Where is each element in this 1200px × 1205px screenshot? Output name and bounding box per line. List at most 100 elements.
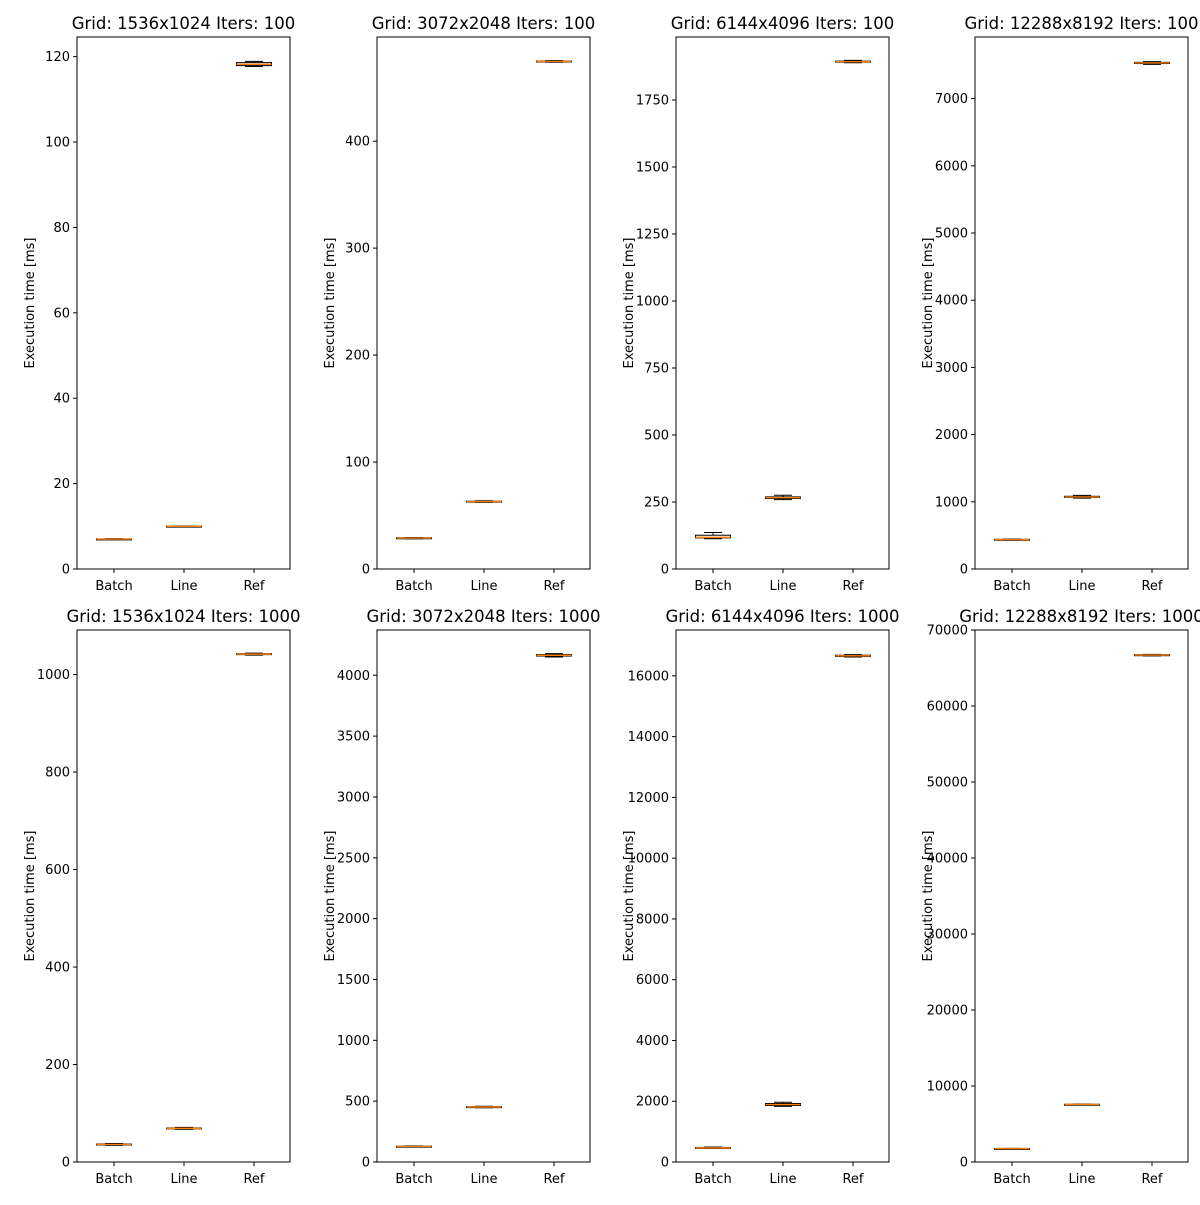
y-tick-label: 20 [53, 477, 70, 492]
subplot-title: Grid: 12288x8192 Iters: 100 [964, 14, 1198, 33]
y-tick-label: 500 [345, 1095, 370, 1110]
y-tick-label: 2500 [337, 851, 370, 866]
y-axis-label: Execution time [ms] [622, 830, 637, 961]
y-tick-label: 1500 [337, 973, 370, 988]
y-tick-label: 200 [45, 1058, 70, 1073]
box-batch [994, 1147, 1030, 1150]
x-tick-label: Batch [95, 1172, 132, 1187]
axes-frame [974, 629, 1189, 1163]
x-tick-label: Ref [243, 579, 264, 594]
y-tick-label: 6000 [636, 973, 669, 988]
y-tick-label: 0 [362, 1156, 370, 1171]
y-tick-label: 50000 [927, 776, 968, 791]
y-axis-label: Execution time [ms] [323, 237, 338, 368]
x-tick-label: Batch [95, 579, 132, 594]
box-batch [396, 536, 432, 540]
subplot-title: Grid: 12288x8192 Iters: 1000 [959, 607, 1200, 626]
y-tick-label: 3000 [337, 790, 370, 805]
box-batch [695, 1146, 731, 1149]
box-ref [536, 60, 572, 63]
y-axis-label: Execution time [ms] [622, 237, 637, 368]
subplot-1: Grid: 1536x1024 Iters: 100 0 20 40 60 80 100 12… [23, 14, 295, 594]
box-ref [835, 654, 871, 658]
y-tick-label: 4000 [935, 294, 968, 309]
subplot-title: Grid: 1536x1024 Iters: 100 [72, 14, 296, 33]
y-tick-label: 1250 [636, 227, 669, 242]
subplot-6: Grid: 3072x2048 Iters: 1000 0 500 1000 1500 2… [323, 607, 601, 1187]
y-tick-label: 2000 [337, 912, 370, 927]
subplot-2: Grid: 3072x2048 Iters: 100 0 100 200 300 400 B… [323, 14, 595, 594]
y-tick-label: 7000 [935, 92, 968, 107]
x-tick-label: Ref [842, 579, 863, 594]
y-tick-label: 8000 [636, 912, 669, 927]
x-tick-label: Batch [993, 1172, 1030, 1187]
x-tick-label: Line [769, 579, 796, 594]
x-tick-label: Ref [543, 1172, 564, 1187]
subplot-5: Grid: 1536x1024 Iters: 1000 0 200 400 600 800… [23, 607, 301, 1187]
y-tick-label: 30000 [927, 928, 968, 943]
y-tick-label: 400 [345, 135, 370, 150]
y-tick-label: 300 [345, 242, 370, 257]
x-tick-label: Batch [993, 579, 1030, 594]
x-tick-label: Ref [1141, 1172, 1162, 1187]
y-tick-label: 16000 [628, 669, 669, 684]
axes-frame [675, 629, 890, 1163]
box-line [1064, 494, 1100, 499]
axes-frame [76, 36, 291, 570]
y-tick-label: 500 [644, 428, 669, 443]
y-tick-label: 0 [960, 563, 968, 578]
y-tick-label: 0 [661, 563, 669, 578]
subplot-3: Grid: 6144x4096 Iters: 100 0 250 500 750 1000… [622, 14, 894, 594]
x-tick-label: Batch [395, 579, 432, 594]
subplot-title: Grid: 3072x2048 Iters: 1000 [366, 607, 600, 626]
y-tick-label: 14000 [628, 730, 669, 745]
y-tick-label: 60000 [927, 700, 968, 715]
y-axis-label: Execution time [ms] [23, 830, 38, 961]
y-tick-label: 0 [62, 1156, 70, 1171]
y-tick-label: 60 [53, 306, 70, 321]
x-tick-label: Line [470, 579, 497, 594]
y-tick-label: 0 [362, 563, 370, 578]
box-ref [536, 653, 572, 658]
y-tick-label: 750 [644, 361, 669, 376]
y-tick-label: 10000 [628, 852, 669, 867]
y-tick-label: 800 [45, 766, 70, 781]
y-tick-label: 3000 [935, 361, 968, 376]
y-tick-label: 3500 [337, 730, 370, 745]
subplot-7: Grid: 6144x4096 Iters: 1000 0 2000 4000 6000… [622, 607, 900, 1187]
subplot-title: Grid: 1536x1024 Iters: 1000 [66, 607, 300, 626]
box-batch [96, 538, 132, 541]
x-tick-label: Batch [694, 1172, 731, 1187]
box-line [166, 1126, 202, 1130]
y-tick-label: 12000 [628, 791, 669, 806]
y-tick-label: 20000 [927, 1004, 968, 1019]
box-batch [96, 1142, 132, 1146]
y-axis-label: Execution time [ms] [921, 830, 936, 961]
subplot-title: Grid: 6144x4096 Iters: 100 [671, 14, 895, 33]
y-tick-label: 1000 [935, 495, 968, 510]
x-tick-label: Batch [395, 1172, 432, 1187]
box-ref [236, 652, 272, 656]
x-tick-label: Ref [1141, 579, 1162, 594]
axes-frame [376, 36, 591, 570]
y-tick-label: 1000 [636, 294, 669, 309]
x-tick-label: Ref [543, 579, 564, 594]
y-axis-label: Execution time [ms] [323, 830, 338, 961]
y-tick-label: 70000 [927, 624, 968, 639]
y-tick-label: 0 [62, 563, 70, 578]
box-ref [1134, 61, 1170, 65]
y-tick-label: 1000 [37, 668, 70, 683]
subplot-title: Grid: 6144x4096 Iters: 1000 [665, 607, 899, 626]
box-line [765, 1101, 801, 1107]
y-axis-label: Execution time [ms] [921, 237, 936, 368]
y-tick-label: 6000 [935, 159, 968, 174]
box-line [765, 494, 801, 501]
x-tick-label: Ref [842, 1172, 863, 1187]
y-tick-label: 250 [644, 495, 669, 510]
box-batch [994, 538, 1030, 541]
y-tick-label: 100 [345, 456, 370, 471]
subplot-8: Grid: 12288x8192 Iters: 1000 0 10000 20000 3… [921, 607, 1200, 1187]
x-tick-label: Line [1068, 579, 1095, 594]
subplot-4: Grid: 12288x8192 Iters: 100 0 1000 2000 3000… [921, 14, 1199, 594]
